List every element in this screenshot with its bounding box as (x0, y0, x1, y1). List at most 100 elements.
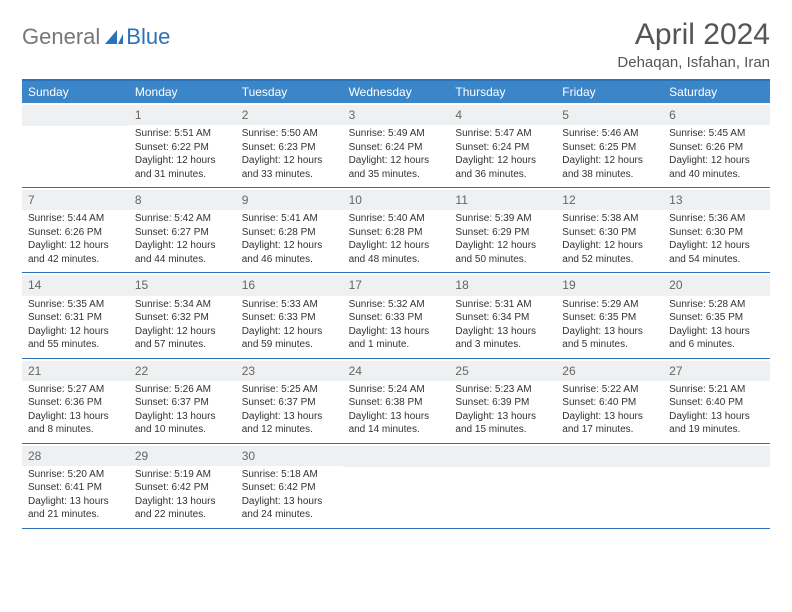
day-info: and 55 minutes. (28, 338, 123, 352)
day-info: and 59 minutes. (242, 338, 337, 352)
day-info: Sunset: 6:28 PM (349, 226, 444, 240)
day-info: Daylight: 12 hours (135, 154, 230, 168)
day-info: Sunset: 6:24 PM (455, 141, 550, 155)
day-info: Daylight: 12 hours (562, 239, 657, 253)
day-info: Daylight: 12 hours (669, 239, 764, 253)
day-info: and 10 minutes. (135, 423, 230, 437)
day-number: 10 (343, 190, 450, 210)
day-info: Sunset: 6:33 PM (242, 311, 337, 325)
day-number: 27 (663, 361, 770, 381)
day-info: and 44 minutes. (135, 253, 230, 267)
day-info: Sunset: 6:37 PM (242, 396, 337, 410)
weekday-label: Tuesday (236, 81, 343, 103)
day-info: Sunrise: 5:26 AM (135, 383, 230, 397)
calendar-day: 28Sunrise: 5:20 AMSunset: 6:41 PMDayligh… (22, 444, 129, 528)
day-info: and 57 minutes. (135, 338, 230, 352)
calendar-day: 7Sunrise: 5:44 AMSunset: 6:26 PMDaylight… (22, 188, 129, 272)
calendar-day: 25Sunrise: 5:23 AMSunset: 6:39 PMDayligh… (449, 359, 556, 443)
day-info: Sunset: 6:35 PM (562, 311, 657, 325)
day-info: and 35 minutes. (349, 168, 444, 182)
day-info: Daylight: 12 hours (349, 154, 444, 168)
calendar-day: 22Sunrise: 5:26 AMSunset: 6:37 PMDayligh… (129, 359, 236, 443)
day-info: Daylight: 13 hours (28, 495, 123, 509)
calendar: SundayMondayTuesdayWednesdayThursdayFrid… (22, 79, 770, 529)
calendar-day: 13Sunrise: 5:36 AMSunset: 6:30 PMDayligh… (663, 188, 770, 272)
day-info: Sunrise: 5:29 AM (562, 298, 657, 312)
day-info: Sunset: 6:39 PM (455, 396, 550, 410)
weekday-label: Wednesday (343, 81, 450, 103)
calendar-day: 24Sunrise: 5:24 AMSunset: 6:38 PMDayligh… (343, 359, 450, 443)
day-info: Sunrise: 5:41 AM (242, 212, 337, 226)
day-info: Daylight: 13 hours (135, 495, 230, 509)
calendar-day: 11Sunrise: 5:39 AMSunset: 6:29 PMDayligh… (449, 188, 556, 272)
day-info: and 54 minutes. (669, 253, 764, 267)
calendar-day: 21Sunrise: 5:27 AMSunset: 6:36 PMDayligh… (22, 359, 129, 443)
day-info: Daylight: 13 hours (562, 325, 657, 339)
day-info: and 15 minutes. (455, 423, 550, 437)
day-info: and 33 minutes. (242, 168, 337, 182)
day-number: 18 (449, 275, 556, 295)
day-info: Sunrise: 5:49 AM (349, 127, 444, 141)
day-number: 20 (663, 275, 770, 295)
day-info: Sunrise: 5:31 AM (455, 298, 550, 312)
day-info: Sunrise: 5:40 AM (349, 212, 444, 226)
day-info: Sunset: 6:41 PM (28, 481, 123, 495)
weekday-label: Thursday (449, 81, 556, 103)
day-info: Sunrise: 5:35 AM (28, 298, 123, 312)
day-number: 7 (22, 190, 129, 210)
day-info: Sunrise: 5:42 AM (135, 212, 230, 226)
day-info: Daylight: 12 hours (349, 239, 444, 253)
day-number: 4 (449, 105, 556, 125)
day-info: Sunrise: 5:39 AM (455, 212, 550, 226)
day-info: Sunset: 6:36 PM (28, 396, 123, 410)
day-info: Sunset: 6:22 PM (135, 141, 230, 155)
day-number: 8 (129, 190, 236, 210)
day-info: Sunrise: 5:33 AM (242, 298, 337, 312)
calendar-day: 15Sunrise: 5:34 AMSunset: 6:32 PMDayligh… (129, 273, 236, 357)
calendar-day: 8Sunrise: 5:42 AMSunset: 6:27 PMDaylight… (129, 188, 236, 272)
day-info: Daylight: 12 hours (562, 154, 657, 168)
day-info: Sunset: 6:26 PM (669, 141, 764, 155)
day-info: and 42 minutes. (28, 253, 123, 267)
day-info: Daylight: 13 hours (455, 325, 550, 339)
day-info: and 5 minutes. (562, 338, 657, 352)
day-info: and 6 minutes. (669, 338, 764, 352)
day-number: 29 (129, 446, 236, 466)
day-info: Sunset: 6:34 PM (455, 311, 550, 325)
day-info: Sunset: 6:42 PM (135, 481, 230, 495)
day-info: and 46 minutes. (242, 253, 337, 267)
day-info: Sunrise: 5:36 AM (669, 212, 764, 226)
day-number: 2 (236, 105, 343, 125)
day-info: and 12 minutes. (242, 423, 337, 437)
day-info: Daylight: 13 hours (562, 410, 657, 424)
logo-sail-icon (105, 30, 123, 44)
day-info: Sunrise: 5:23 AM (455, 383, 550, 397)
day-info: and 36 minutes. (455, 168, 550, 182)
day-info: Sunset: 6:37 PM (135, 396, 230, 410)
calendar-day: 14Sunrise: 5:35 AMSunset: 6:31 PMDayligh… (22, 273, 129, 357)
day-info: Daylight: 12 hours (135, 325, 230, 339)
day-number: 12 (556, 190, 663, 210)
day-info: Sunset: 6:24 PM (349, 141, 444, 155)
calendar-day: 29Sunrise: 5:19 AMSunset: 6:42 PMDayligh… (129, 444, 236, 528)
day-number: 25 (449, 361, 556, 381)
day-number: 23 (236, 361, 343, 381)
day-info: Sunset: 6:27 PM (135, 226, 230, 240)
weekday-label: Sunday (22, 81, 129, 103)
day-info: and 31 minutes. (135, 168, 230, 182)
weekday-label: Monday (129, 81, 236, 103)
calendar-day: 20Sunrise: 5:28 AMSunset: 6:35 PMDayligh… (663, 273, 770, 357)
day-info: Sunset: 6:32 PM (135, 311, 230, 325)
day-number: 5 (556, 105, 663, 125)
day-info: Sunrise: 5:50 AM (242, 127, 337, 141)
day-info: and 1 minute. (349, 338, 444, 352)
day-number: 9 (236, 190, 343, 210)
day-number: 1 (129, 105, 236, 125)
day-info: Daylight: 12 hours (28, 239, 123, 253)
day-info: Daylight: 12 hours (669, 154, 764, 168)
day-info: and 24 minutes. (242, 508, 337, 522)
day-number-blank (663, 446, 770, 467)
calendar-day: 1Sunrise: 5:51 AMSunset: 6:22 PMDaylight… (129, 103, 236, 187)
calendar-day (22, 103, 129, 187)
logo: General Blue (22, 24, 170, 50)
